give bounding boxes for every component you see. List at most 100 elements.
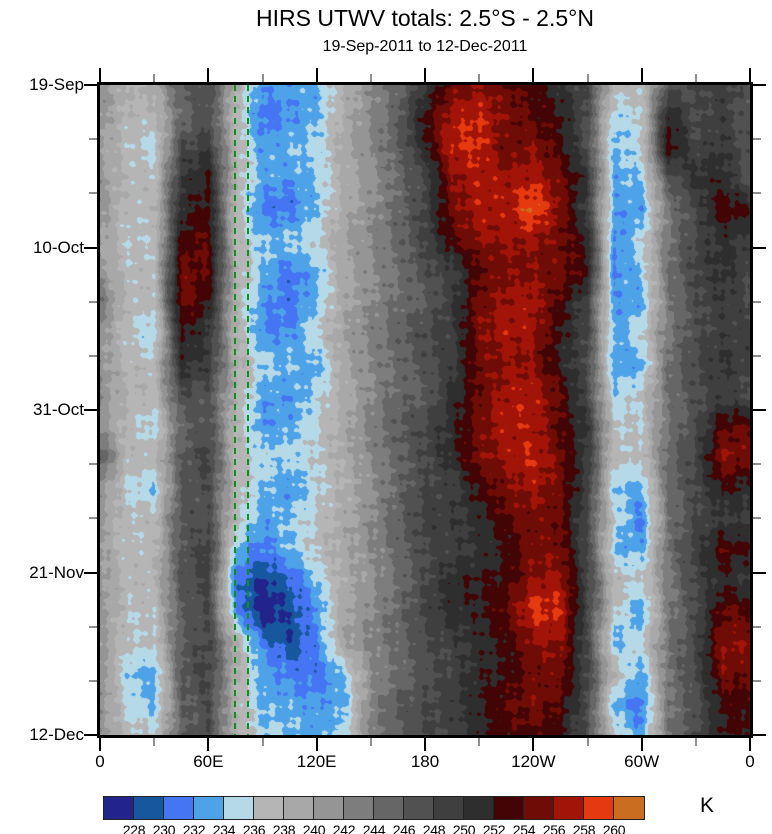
colorbar-tick-label: 234 xyxy=(212,822,236,834)
y-major-tick-left xyxy=(84,84,97,86)
colorbar-tick-label: 260 xyxy=(602,822,626,834)
colorbar-tick-label: 238 xyxy=(272,822,296,834)
colorbar-segment xyxy=(614,797,644,819)
y-minor-tick-left xyxy=(89,300,97,303)
colorbar-segment xyxy=(464,797,494,819)
x-tick-label: 60E xyxy=(193,752,224,771)
reference-line xyxy=(234,85,237,735)
x-minor-tick-bottom xyxy=(586,738,589,746)
x-major-tick-top xyxy=(640,68,643,82)
colorbar-segment xyxy=(494,797,524,819)
colorbar-tick-label: 240 xyxy=(302,822,326,834)
colorbar-segment xyxy=(434,797,464,819)
colorbar-tick-label: 246 xyxy=(392,822,416,834)
y-major-tick-left xyxy=(84,734,97,736)
colorbar-tick-label: 248 xyxy=(422,822,446,834)
x-major-tick-top xyxy=(424,68,426,82)
colorbar-segment xyxy=(584,797,614,819)
y-minor-tick-left xyxy=(89,517,97,520)
x-major-tick-top xyxy=(315,68,318,82)
colorbar-segment xyxy=(284,797,314,819)
colorbar-segment xyxy=(344,797,374,819)
reference-line xyxy=(247,85,250,735)
colorbar-tick-label: 256 xyxy=(542,822,566,834)
y-minor-tick-right xyxy=(753,517,761,520)
x-major-tick-top xyxy=(207,68,210,82)
x-major-tick-bottom xyxy=(207,738,210,751)
x-minor-tick-top xyxy=(478,74,481,82)
x-tick-label: 0 xyxy=(745,752,755,771)
x-minor-tick-bottom xyxy=(261,738,264,746)
x-tick-label: 60W xyxy=(624,752,660,771)
x-minor-tick-top xyxy=(369,74,372,82)
y-minor-tick-right xyxy=(753,625,761,628)
x-tick-label: 120E xyxy=(296,752,337,771)
y-major-tick-left xyxy=(84,571,97,574)
colorbar xyxy=(103,796,645,820)
x-tick-label: 0 xyxy=(95,752,105,771)
colorbar-tick-label: 228 xyxy=(122,822,146,834)
colorbar-unit-label: K xyxy=(700,794,715,817)
y-minor-tick-left xyxy=(89,354,97,357)
x-major-tick-bottom xyxy=(640,738,643,751)
colorbar-tick-label: 230 xyxy=(152,822,176,834)
y-major-tick-right xyxy=(753,84,766,86)
x-major-tick-bottom xyxy=(424,738,426,751)
colorbar-segment xyxy=(224,797,254,819)
y-minor-tick-right xyxy=(753,463,761,466)
y-major-tick-left xyxy=(84,246,97,249)
colorbar-tick-label: 232 xyxy=(182,822,206,834)
x-major-tick-top xyxy=(99,68,101,82)
y-minor-tick-left xyxy=(89,625,97,628)
x-minor-tick-top xyxy=(261,74,264,82)
x-minor-tick-top xyxy=(694,74,697,82)
x-minor-tick-bottom xyxy=(478,738,481,746)
y-minor-tick-right xyxy=(753,679,761,682)
colorbar-tick-label: 242 xyxy=(332,822,356,834)
colorbar-segment xyxy=(554,797,584,819)
colorbar-segment xyxy=(134,797,164,819)
y-minor-tick-left xyxy=(89,463,97,466)
colorbar-segment xyxy=(404,797,434,819)
colorbar-tick-label: 258 xyxy=(572,822,596,834)
y-minor-tick-right xyxy=(753,300,761,303)
y-minor-tick-right xyxy=(753,138,761,141)
heatmap-canvas xyxy=(100,85,750,735)
x-minor-tick-bottom xyxy=(694,738,697,746)
colorbar-tick-label: 236 xyxy=(242,822,266,834)
x-major-tick-bottom xyxy=(315,738,318,751)
colorbar-tick-label: 254 xyxy=(512,822,536,834)
x-minor-tick-top xyxy=(586,74,589,82)
y-minor-tick-left xyxy=(89,679,97,682)
x-minor-tick-bottom xyxy=(369,738,372,746)
y-major-tick-right xyxy=(753,409,766,411)
page-title: HIRS UTWV totals: 2.5°S - 2.5°N xyxy=(256,5,594,31)
y-minor-tick-right xyxy=(753,192,761,195)
colorbar-tick-label: 244 xyxy=(362,822,386,834)
colorbar-segment xyxy=(314,797,344,819)
x-major-tick-bottom xyxy=(749,738,751,751)
x-tick-label: 180 xyxy=(410,752,440,771)
colorbar-tick-label: 252 xyxy=(482,822,506,834)
y-minor-tick-left xyxy=(89,138,97,141)
colorbar-segment xyxy=(254,797,284,819)
x-major-tick-bottom xyxy=(99,738,101,751)
y-minor-tick-left xyxy=(89,192,97,195)
y-tick-label: 19-Sep xyxy=(29,75,84,94)
y-tick-label: 21-Nov xyxy=(29,562,84,582)
x-major-tick-bottom xyxy=(532,738,535,751)
plot-subtitle: 19-Sep-2011 to 12-Dec-2011 xyxy=(322,38,528,55)
x-major-tick-top xyxy=(532,68,535,82)
x-major-tick-top xyxy=(749,68,751,82)
y-tick-label: 10-Oct xyxy=(32,237,84,257)
x-tick-label: 120W xyxy=(511,752,556,771)
colorbar-segment xyxy=(374,797,404,819)
y-tick-label: 12-Dec xyxy=(29,725,84,744)
y-major-tick-right xyxy=(753,571,766,574)
y-tick-label: 31-Oct xyxy=(32,400,84,419)
y-major-tick-left xyxy=(84,409,97,411)
y-major-tick-right xyxy=(753,246,766,249)
x-minor-tick-bottom xyxy=(153,738,156,746)
y-minor-tick-right xyxy=(753,354,761,357)
